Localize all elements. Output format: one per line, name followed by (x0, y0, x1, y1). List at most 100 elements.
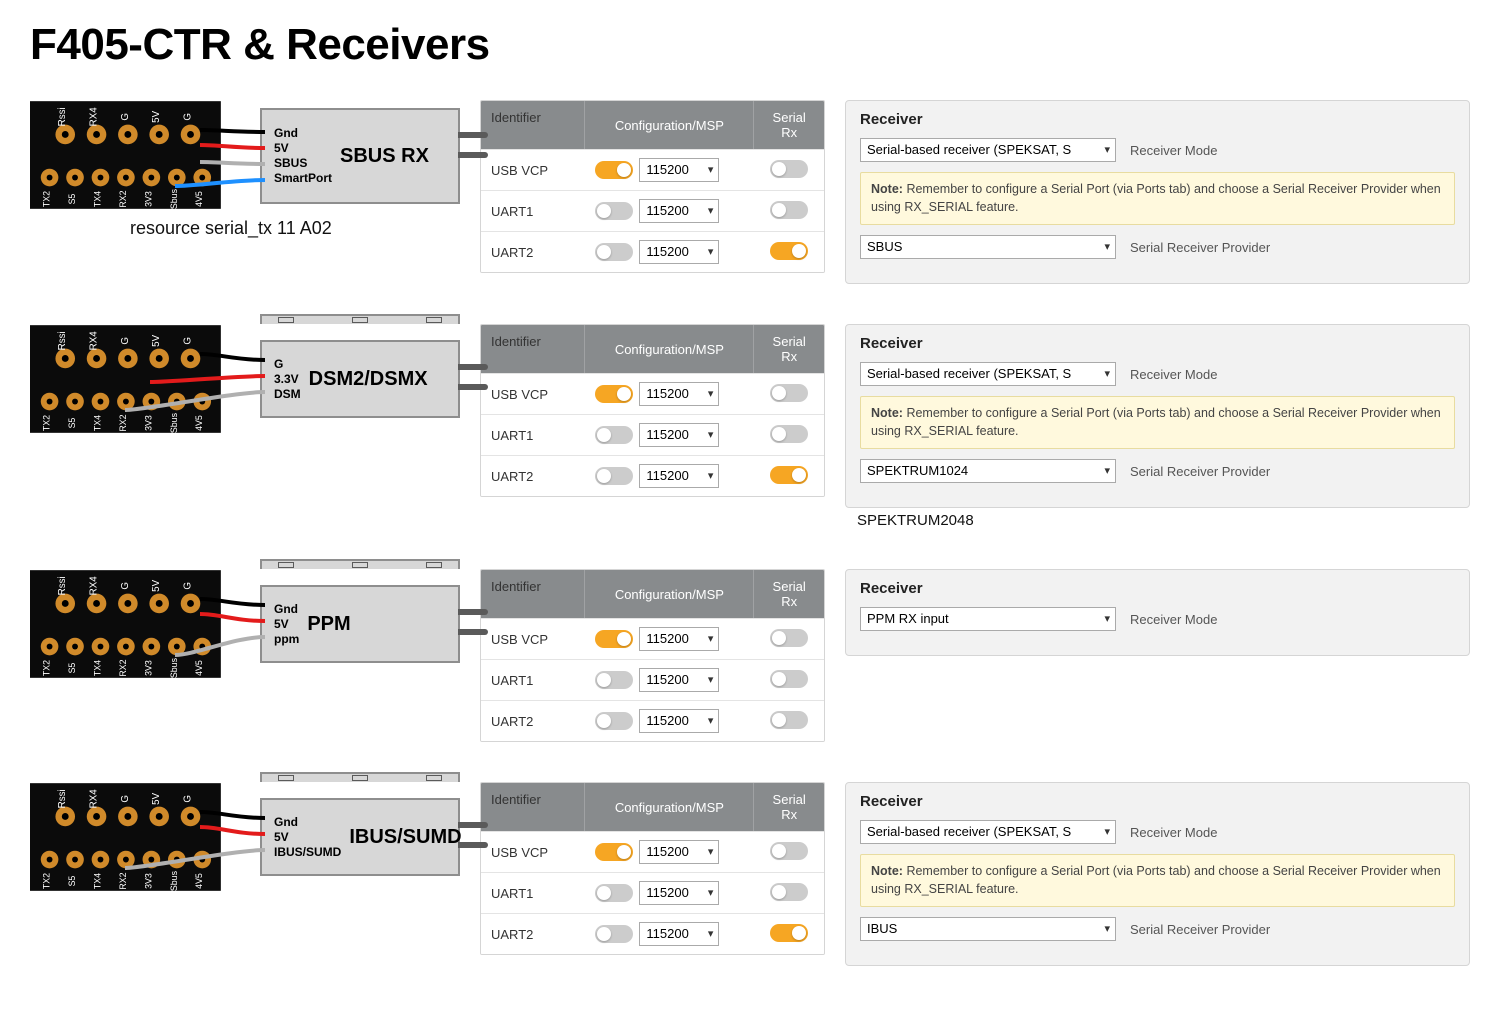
msp-toggle[interactable] (595, 671, 633, 689)
svg-text:5V: 5V (151, 334, 162, 346)
ports-col-cfg: Configuration/MSP (585, 783, 754, 831)
port-id: USB VCP (481, 379, 585, 410)
msp-toggle[interactable] (595, 712, 633, 730)
provider-select[interactable]: IBUS (860, 917, 1116, 941)
serialrx-toggle[interactable] (770, 201, 808, 219)
svg-text:TX4: TX4 (92, 415, 102, 431)
svg-text:3V3: 3V3 (143, 660, 153, 676)
wiring-diagram: RssiRX4G5VGTX2S5TX4RX23V3Sbus4V5 Gnd 5V … (30, 100, 460, 239)
svg-text:RX2: RX2 (118, 659, 128, 676)
baud-select[interactable]: 115200 (639, 423, 719, 447)
pcb-board: RssiRX4G5VGTX2S5TX4RX23V3Sbus4V5 (30, 782, 221, 892)
ports-row: UART1 115200 (481, 414, 824, 455)
svg-text:Sbus: Sbus (169, 657, 179, 678)
ports-row: USB VCP 115200 (481, 373, 824, 414)
receiver-panel: Receiver Serial-based receiver (SPEKSAT,… (845, 782, 1470, 966)
msp-toggle[interactable] (595, 385, 633, 403)
ports-table: Identifier Configuration/MSP Serial Rx U… (480, 324, 825, 497)
baud-select[interactable]: 115200 (639, 199, 719, 223)
receiver-title: Receiver (860, 580, 1455, 597)
wiring-diagram: RssiRX4G5VGTX2S5TX4RX23V3Sbus4V5 G 3.3V … (30, 324, 460, 434)
provider-label: Serial Receiver Provider (1130, 922, 1270, 937)
port-id: UART2 (481, 919, 585, 950)
provider-select[interactable]: SPEKTRUM1024 (860, 459, 1116, 483)
msp-toggle[interactable] (595, 843, 633, 861)
rx-top-strip (260, 314, 460, 324)
baud-select[interactable]: 115200 (639, 240, 719, 264)
note-text: Remember to configure a Serial Port (via… (871, 864, 1441, 896)
wiring-diagram: RssiRX4G5VGTX2S5TX4RX23V3Sbus4V5 Gnd 5V … (30, 782, 460, 892)
svg-text:5V: 5V (151, 792, 162, 804)
ports-col-cfg: Configuration/MSP (585, 570, 754, 618)
receiver-mode-label: Receiver Mode (1130, 367, 1217, 382)
ports-row: UART2 115200 (481, 700, 824, 741)
rx-pin-labels: Gnd 5V ppm (274, 602, 299, 647)
ports-col-id: Identifier (481, 570, 585, 618)
port-id: UART1 (481, 878, 585, 909)
svg-text:G: G (183, 113, 194, 121)
baud-select[interactable]: 115200 (639, 881, 719, 905)
baud-select[interactable]: 115200 (639, 668, 719, 692)
receiver-mode-select[interactable]: Serial-based receiver (SPEKSAT, S (860, 362, 1116, 386)
msp-toggle[interactable] (595, 925, 633, 943)
baud-select[interactable]: 115200 (639, 709, 719, 733)
ports-col-rx: Serial Rx (754, 783, 824, 831)
svg-text:G: G (183, 337, 194, 345)
serialrx-toggle[interactable] (770, 425, 808, 443)
note-label: Note: (871, 864, 903, 878)
receiver-mode-select[interactable]: Serial-based receiver (SPEKSAT, S (860, 820, 1116, 844)
msp-toggle[interactable] (595, 161, 633, 179)
msp-toggle[interactable] (595, 630, 633, 648)
config-row: RssiRX4G5VGTX2S5TX4RX23V3Sbus4V5 Gnd 5V … (30, 100, 1470, 284)
ports-col-rx: Serial Rx (754, 101, 824, 149)
svg-text:3V3: 3V3 (143, 191, 153, 207)
note-label: Note: (871, 182, 903, 196)
baud-select[interactable]: 115200 (639, 464, 719, 488)
receiver-mode-label: Receiver Mode (1130, 143, 1217, 158)
svg-text:Rssi: Rssi (57, 107, 68, 126)
msp-toggle[interactable] (595, 426, 633, 444)
serialrx-toggle[interactable] (770, 629, 808, 647)
svg-text:TX2: TX2 (42, 660, 52, 676)
baud-select[interactable]: 115200 (639, 840, 719, 864)
svg-text:4V5: 4V5 (194, 660, 204, 676)
page-title: F405-CTR & Receivers (30, 20, 1470, 70)
receiver-mode-select[interactable]: Serial-based receiver (SPEKSAT, S (860, 138, 1116, 162)
svg-text:Rssi: Rssi (57, 789, 68, 808)
serialrx-toggle[interactable] (770, 924, 808, 942)
serialrx-toggle[interactable] (770, 842, 808, 860)
svg-text:3V3: 3V3 (143, 415, 153, 431)
serialrx-toggle[interactable] (770, 466, 808, 484)
svg-text:4V5: 4V5 (194, 191, 204, 207)
serialrx-toggle[interactable] (770, 883, 808, 901)
provider-select[interactable]: SBUS (860, 235, 1116, 259)
ports-table: Identifier Configuration/MSP Serial Rx U… (480, 782, 825, 955)
serialrx-toggle[interactable] (770, 670, 808, 688)
svg-text:TX4: TX4 (92, 660, 102, 676)
baud-select[interactable]: 115200 (639, 158, 719, 182)
baud-select[interactable]: 115200 (639, 627, 719, 651)
svg-text:S5: S5 (67, 876, 77, 887)
serialrx-toggle[interactable] (770, 384, 808, 402)
serialrx-toggle[interactable] (770, 242, 808, 260)
baud-select[interactable]: 115200 (639, 382, 719, 406)
msp-toggle[interactable] (595, 243, 633, 261)
msp-toggle[interactable] (595, 202, 633, 220)
serialrx-toggle[interactable] (770, 711, 808, 729)
baud-select[interactable]: 115200 (639, 922, 719, 946)
svg-text:5V: 5V (151, 110, 162, 122)
receiver-panel: Receiver PPM RX input Receiver Mode (845, 569, 1470, 656)
ports-col-id: Identifier (481, 783, 585, 831)
svg-text:G: G (120, 113, 131, 121)
receiver-mode-select[interactable]: PPM RX input (860, 607, 1116, 631)
msp-toggle[interactable] (595, 884, 633, 902)
msp-toggle[interactable] (595, 467, 633, 485)
svg-text:TX2: TX2 (42, 191, 52, 207)
svg-text:Rssi: Rssi (57, 331, 68, 350)
pcb-board: RssiRX4G5VGTX2S5TX4RX23V3Sbus4V5 (30, 569, 221, 679)
svg-text:Sbus: Sbus (169, 870, 179, 891)
svg-text:TX4: TX4 (92, 873, 102, 889)
port-id: UART2 (481, 237, 585, 268)
serialrx-toggle[interactable] (770, 160, 808, 178)
svg-text:TX2: TX2 (42, 873, 52, 889)
